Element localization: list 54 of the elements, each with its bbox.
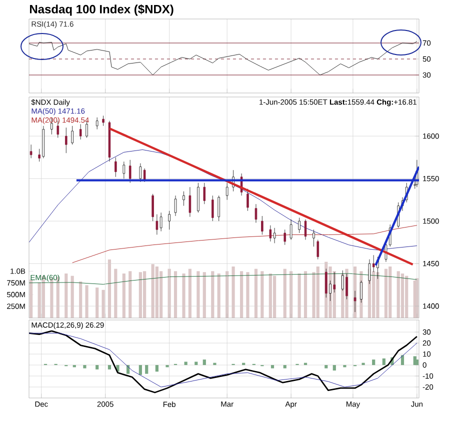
candlestick [96, 117, 98, 130]
bar [362, 362, 365, 366]
line-series [72, 225, 418, 263]
candlestick [212, 195, 214, 222]
candlestick [312, 229, 315, 247]
bar [202, 360, 206, 366]
bar [155, 365, 158, 372]
candlestick [188, 186, 192, 218]
bar [145, 365, 148, 374]
candlestick [226, 182, 228, 200]
candlestick [284, 229, 286, 246]
candlestick [79, 124, 82, 140]
bar [324, 365, 328, 368]
bar [283, 365, 286, 368]
candlestick [218, 195, 220, 222]
candlestick [152, 194, 154, 222]
candlestick [269, 225, 272, 242]
bar [382, 358, 386, 366]
bar [194, 362, 198, 366]
candlestick [298, 217, 300, 234]
candlestick [316, 240, 320, 260]
bar [213, 362, 216, 366]
bar [83, 365, 86, 368]
bar [270, 365, 274, 368]
candlestick [174, 195, 177, 216]
candlestick [128, 160, 132, 184]
candlestick [102, 115, 104, 126]
candlestick [65, 127, 68, 154]
bar [184, 362, 188, 366]
candlestick [71, 126, 74, 145]
candlestick [273, 228, 276, 244]
candlestick [139, 163, 142, 182]
candlestick [156, 214, 158, 235]
candlestick [122, 161, 126, 179]
candlestick [114, 157, 117, 178]
candlestick [182, 191, 185, 206]
bar [400, 355, 404, 366]
candlestick [203, 182, 206, 204]
chart-title: Nasdaq 100 Index ($NDX) [30, 4, 174, 16]
line-series [29, 273, 418, 285]
candlestick [168, 210, 170, 230]
bar [372, 360, 376, 366]
candlestick [290, 219, 292, 240]
bar [96, 365, 99, 370]
candlestick [304, 219, 307, 240]
candlestick [160, 212, 162, 232]
bar [415, 360, 418, 366]
candlestick [197, 182, 200, 213]
candlestick [261, 216, 264, 235]
candlestick [30, 144, 32, 158]
candlestick [254, 204, 258, 223]
bar [138, 365, 142, 375]
bar [332, 365, 336, 371]
bar [108, 365, 112, 370]
